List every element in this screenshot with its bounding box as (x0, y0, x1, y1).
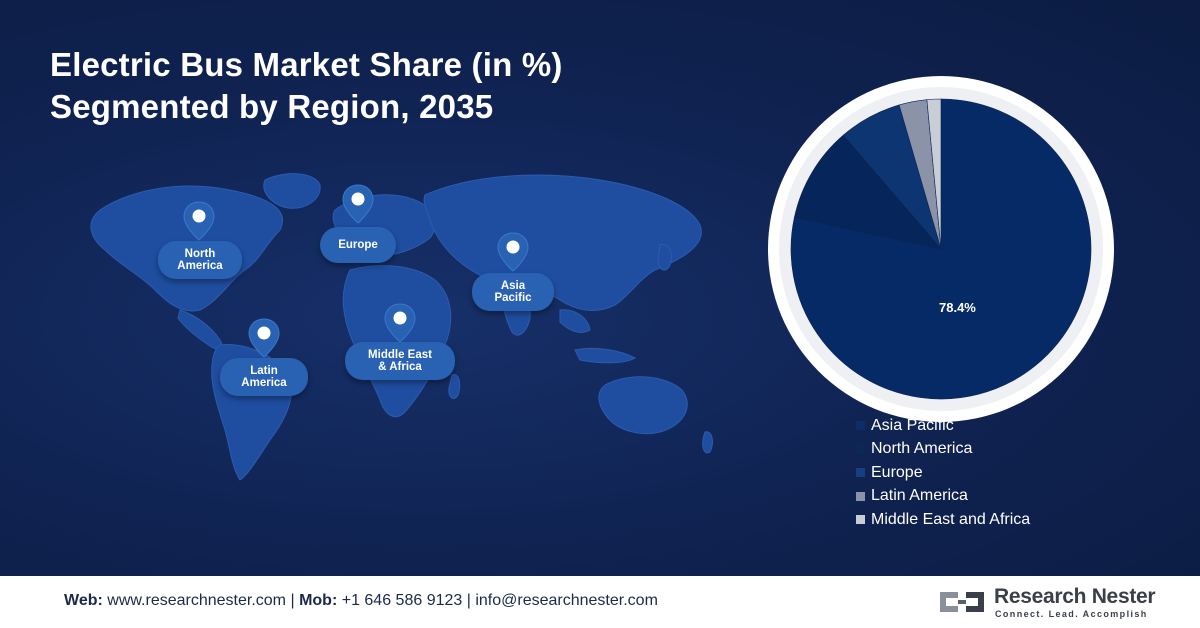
research-nester-logo-icon (940, 592, 984, 612)
legend-item-asia-pacific: Asia Pacific (856, 414, 1030, 438)
region-label-text: Middle East & Africa (368, 349, 432, 373)
region-label-text: Latin America (241, 365, 287, 389)
brand-name: Research Nester (994, 585, 1156, 608)
legend-item-north-america: North America (856, 438, 1030, 462)
location-pin-icon (342, 184, 374, 224)
pie-chart-svg (768, 76, 1114, 422)
map-australia (598, 376, 688, 435)
web-label: Web: (64, 592, 103, 609)
pie-data-label-asia-pacific: 78.4% (939, 300, 976, 315)
pie-slice-asia-pacific (790, 98, 1092, 400)
pie-slices (790, 98, 1092, 400)
legend-item-latin-america: Latin America (856, 485, 1030, 509)
title-line-1: Electric Bus Market Share (in %) (50, 46, 563, 83)
legend-swatch (856, 515, 865, 525)
region-label-latin-america: Latin America (220, 358, 308, 396)
map-asia (423, 174, 702, 311)
legend-item-middle-east-africa: Middle East and Africa (856, 508, 1030, 532)
location-pin-icon (384, 303, 416, 343)
map-southeast-asia (559, 309, 591, 333)
footer: Web: www.researchnester.com | Mob: +1 64… (0, 576, 1200, 628)
region-label-text: Asia Pacific (494, 280, 532, 304)
brand-logo: Research Nester Connect. Lead. Accomplis… (936, 584, 1156, 622)
legend-item-europe: Europe (856, 461, 1030, 485)
legend-swatch (856, 491, 865, 501)
infographic-panel: Electric Bus Market Share (in %) Segment… (0, 0, 1200, 576)
separator: | (466, 592, 471, 609)
region-label-north-america: North America (158, 241, 242, 279)
phone-number[interactable]: +1 646 586 9123 (341, 592, 463, 609)
location-pin-icon (497, 232, 529, 272)
map-madagascar (448, 373, 461, 399)
pie-slice-north-america (794, 134, 942, 250)
region-label-asia-pacific: Asia Pacific (472, 273, 554, 311)
legend-label: Europe (871, 463, 923, 481)
legend-swatch (856, 468, 865, 478)
email-link[interactable]: info@researchnester.com (475, 592, 658, 609)
pie-chart: 78.4% (768, 76, 1114, 422)
map-indonesia (574, 347, 637, 364)
location-pin-icon (248, 318, 280, 358)
page-title: Electric Bus Market Share (in %) Segment… (50, 44, 563, 128)
location-pin-icon (183, 201, 215, 241)
legend-label: North America (871, 440, 973, 458)
mob-label: Mob: (299, 592, 338, 609)
region-label-text: North America (177, 248, 223, 272)
legend-label: Asia Pacific (871, 416, 954, 434)
legend-swatch (856, 444, 865, 454)
map-central-america (177, 309, 223, 350)
separator: | (290, 592, 295, 609)
map-japan (657, 243, 672, 271)
web-link[interactable]: www.researchnester.com (107, 592, 286, 609)
legend-label: Middle East and Africa (871, 510, 1031, 528)
region-label-text: Europe (338, 239, 378, 251)
legend-swatch (856, 421, 865, 431)
region-label-middle-east-africa: Middle East & Africa (345, 342, 455, 380)
region-label-europe: Europe (320, 227, 396, 263)
title-line-2: Segmented by Region, 2035 (50, 88, 494, 125)
map-greenland (263, 173, 321, 209)
map-new-zealand (702, 431, 713, 454)
legend-label: Latin America (871, 487, 968, 505)
footer-contact: Web: www.researchnester.com | Mob: +1 64… (64, 592, 658, 610)
pie-slice-middle-east-and-africa (926, 98, 942, 250)
brand-tagline: Connect. Lead. Accomplish (995, 609, 1148, 619)
chart-legend: Asia Pacific North America Europe Latin … (856, 414, 1030, 532)
